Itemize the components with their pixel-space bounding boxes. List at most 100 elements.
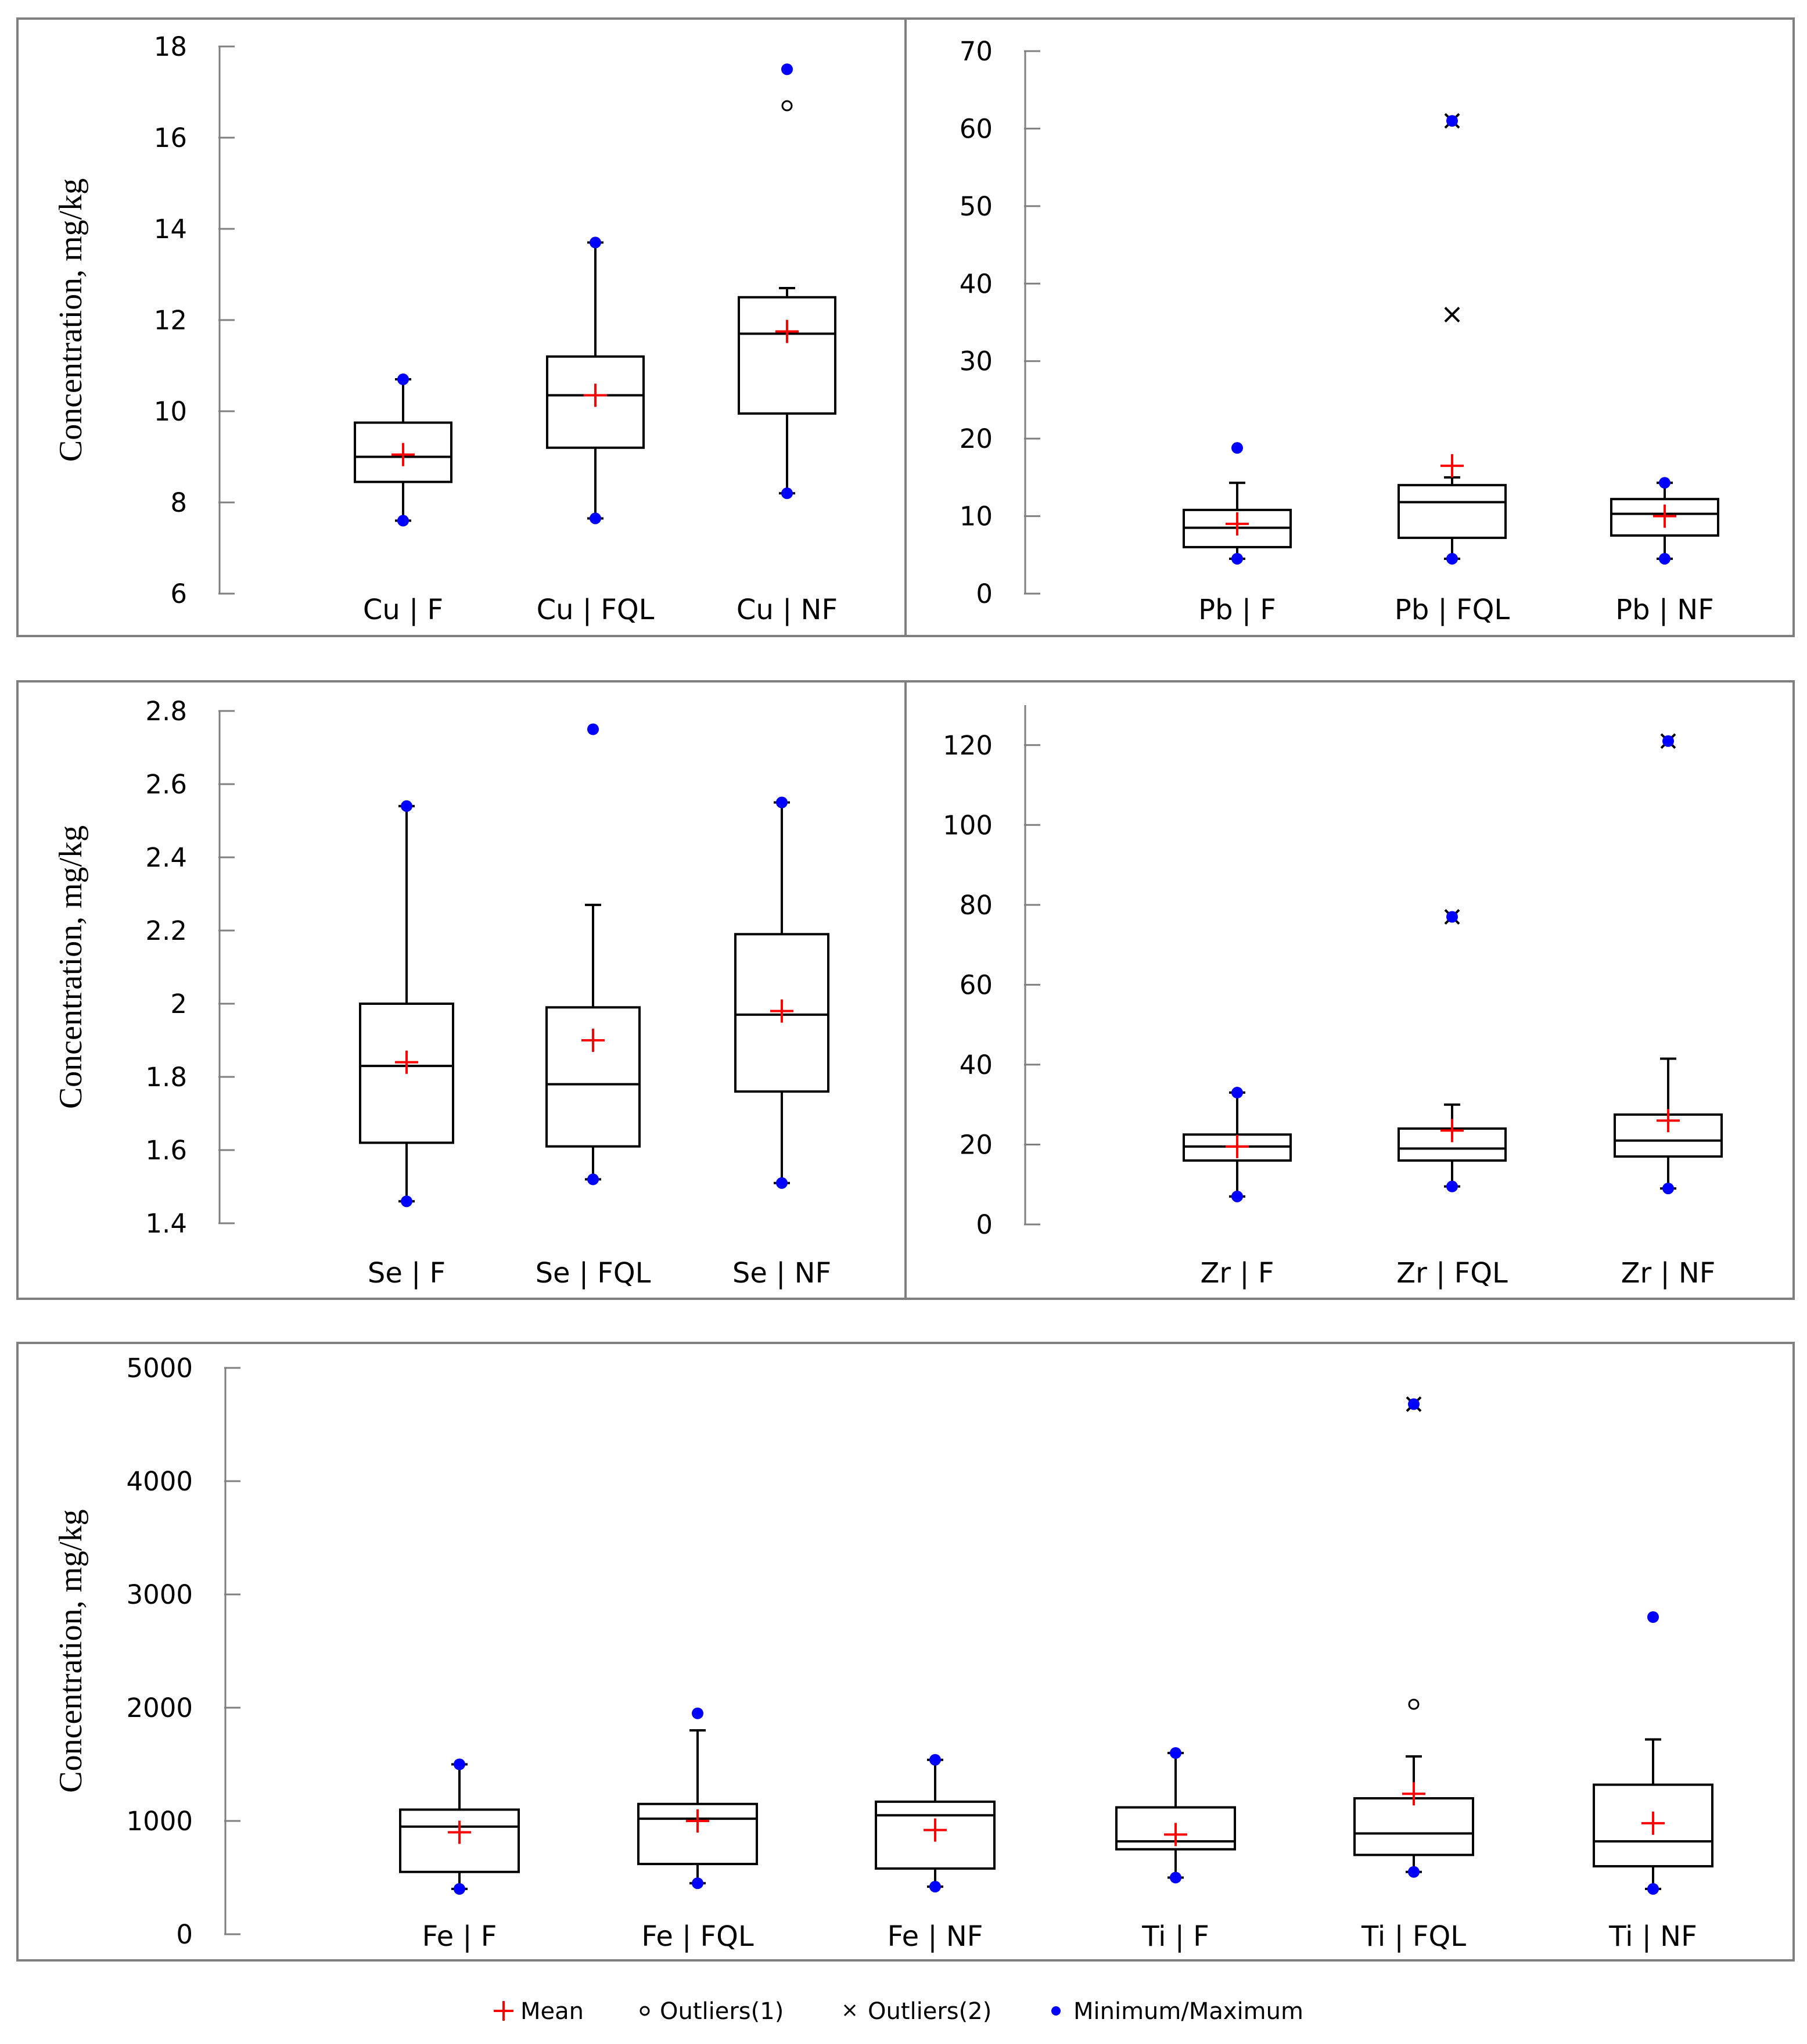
mean-marker	[924, 1818, 947, 1842]
y-tick-label: 1.4	[145, 1208, 187, 1239]
legend-minmax-label: Minimum/Maximum	[1073, 1998, 1303, 2025]
category-label: Cu | F	[363, 594, 443, 626]
y-axis-title: Concentration, mg/kg	[53, 825, 89, 1109]
y-tick-label: 20	[960, 1129, 993, 1160]
outlier1-point	[781, 100, 793, 112]
category-label: Zr | FQL	[1396, 1257, 1508, 1289]
mean-marker	[1653, 504, 1676, 528]
mean-marker	[770, 999, 793, 1023]
category-label: Ti | F	[1141, 1920, 1209, 1953]
mean-marker	[1226, 512, 1249, 536]
y-axis-title: Concentration, mg/kg	[53, 178, 89, 462]
minimum-point	[781, 487, 793, 500]
y-tick-label: 10	[154, 396, 187, 427]
panel-frame-fe-ti	[16, 1342, 1795, 1962]
y-tick-label: 60	[960, 113, 993, 144]
mean-marker	[1657, 1109, 1680, 1133]
category-label: Fe | FQL	[641, 1920, 754, 1953]
mean-marker	[1226, 1134, 1249, 1158]
mean-marker	[1440, 454, 1464, 477]
mean-marker	[1402, 1782, 1425, 1806]
maximum-point	[1231, 442, 1243, 454]
y-tick-label: 8	[170, 487, 187, 518]
y-tick-label: 16	[154, 123, 187, 153]
category-label: Pb | FQL	[1395, 594, 1510, 626]
minimum-point	[1446, 1180, 1458, 1192]
minimum-point	[397, 515, 409, 527]
y-tick-label: 2.2	[145, 915, 187, 946]
y-tick-label: 10	[960, 501, 993, 532]
y-tick-label: 1.8	[145, 1062, 187, 1093]
maximum-point	[1446, 911, 1458, 923]
y-tick-label: 100	[943, 810, 993, 840]
legend-outlier1-label: Outliers(1)	[660, 1998, 784, 2025]
legend-mean-label: Mean	[520, 1998, 584, 2025]
y-tick-label: 5000	[126, 1353, 193, 1384]
y-tick-label: 30	[960, 346, 993, 377]
legend-outlier1-icon	[640, 2006, 650, 2016]
maximum-point	[1231, 1087, 1243, 1099]
y-tick-label: 2000	[126, 1693, 193, 1723]
mean-marker	[1164, 1823, 1187, 1847]
legend-mean-icon	[494, 2001, 513, 2021]
outlier2-point	[1444, 307, 1460, 323]
legend-outlier2-label: Outliers(2)	[868, 1998, 991, 2025]
chart-se: 1.4 1.6 1.8 2 2.2 2.4 2.6 2.8 Concentration, mg/…	[53, 696, 831, 1289]
minimum-point	[776, 1177, 788, 1189]
y-tick-label: 80	[960, 890, 993, 921]
minimum-point	[1647, 1883, 1659, 1895]
box	[545, 1006, 641, 1148]
maximum-point	[1662, 735, 1674, 747]
y-tick-label: 0	[176, 1919, 193, 1950]
y-tick-label: 60	[960, 969, 993, 1000]
chart-zr: 0 20 40 60 80 100 120 Zr | F Zr | FQL Zr | NF	[943, 705, 1723, 1289]
minimum-point	[454, 1883, 465, 1895]
category-label: Pb | F	[1198, 594, 1276, 626]
maximum-point	[454, 1758, 465, 1770]
minimum-point	[1170, 1871, 1181, 1884]
y-tick-label: 50	[960, 191, 993, 222]
y-tick-label: 40	[960, 1050, 993, 1080]
maximum-point	[1446, 115, 1458, 127]
y-axis-title: Concentration, mg/kg	[53, 1509, 89, 1792]
y-tick-label: 2.6	[145, 769, 187, 800]
minimum-point	[1408, 1866, 1420, 1878]
mean-marker	[686, 1809, 709, 1833]
y-tick-label: 40	[960, 268, 993, 299]
category-label: Pb | NF	[1615, 594, 1714, 626]
minimum-point	[1659, 552, 1671, 565]
category-label: Zr | F	[1201, 1257, 1274, 1289]
category-label: Fe | NF	[888, 1920, 983, 1953]
maximum-point	[397, 373, 409, 386]
minimum-point	[590, 512, 601, 525]
category-label: Cu | FQL	[537, 594, 655, 626]
outlier1-point	[1408, 1698, 1420, 1710]
chart-fe-ti: 0 1000 2000 3000 4000 5000 Concentration, mg/k…	[53, 1353, 1713, 1953]
category-label: Se | F	[368, 1257, 446, 1289]
maximum-point	[1170, 1747, 1181, 1759]
mean-marker	[775, 319, 799, 343]
maximum-point	[1647, 1611, 1659, 1623]
minimum-point	[1231, 1190, 1243, 1202]
mean-marker	[581, 1029, 605, 1052]
y-tick-label: 2.4	[145, 842, 187, 873]
maximum-point	[776, 796, 788, 809]
category-label: Se | FQL	[536, 1257, 651, 1289]
category-label: Zr | NF	[1621, 1257, 1716, 1289]
minimum-point	[692, 1877, 703, 1889]
mean-marker	[1440, 1119, 1464, 1143]
mean-marker	[1641, 1811, 1665, 1835]
category-label: Se | NF	[732, 1257, 831, 1289]
minimum-point	[1231, 552, 1243, 565]
box	[1398, 484, 1507, 539]
y-tick-label: 1.6	[145, 1135, 187, 1166]
minimum-point	[1446, 552, 1458, 565]
legend-outlier2-icon	[843, 2004, 856, 2017]
y-tick-label: 0	[976, 1209, 993, 1240]
y-tick-label: 14	[154, 214, 187, 245]
box	[1353, 1797, 1474, 1856]
maximum-point	[929, 1754, 941, 1766]
maximum-point	[587, 723, 599, 735]
y-tick-label: 0	[976, 579, 993, 609]
